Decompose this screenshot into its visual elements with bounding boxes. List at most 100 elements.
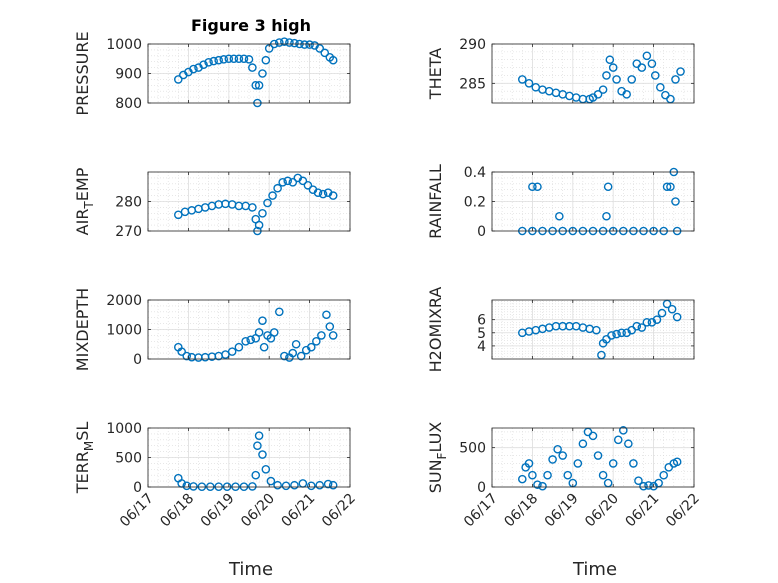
figure-title: Figure 3 high xyxy=(191,16,311,35)
data-point xyxy=(639,481,648,491)
data-point xyxy=(253,441,262,451)
data-point xyxy=(248,482,257,491)
y-tick-label: 0 xyxy=(133,480,142,496)
y-tick-label: 5 xyxy=(477,326,486,342)
data-point xyxy=(622,328,631,338)
y-tick-label: 0 xyxy=(477,480,486,496)
data-point xyxy=(593,451,603,460)
x-tick-label: 06/21 xyxy=(623,491,663,531)
data-point xyxy=(234,54,244,64)
y-axis-label: AIRTEMP xyxy=(73,167,96,235)
x-tick-label: 06/20 xyxy=(238,491,278,531)
data-point xyxy=(248,203,257,212)
data-point xyxy=(637,323,647,332)
data-point xyxy=(598,85,608,94)
data-point xyxy=(312,336,321,346)
y-tick-label: 270 xyxy=(115,224,142,240)
x-tick-label: 06/22 xyxy=(663,491,703,531)
data-point xyxy=(657,308,667,318)
data-point xyxy=(285,38,294,47)
data-point xyxy=(278,178,287,187)
y-axis-label: RAINFALL xyxy=(426,164,445,239)
y-tick-label: 0 xyxy=(477,224,486,240)
data-point xyxy=(619,426,628,435)
data-point xyxy=(189,64,198,74)
data-point xyxy=(607,331,616,340)
data-point xyxy=(254,431,264,440)
x-tick-label: 06/18 xyxy=(501,491,541,531)
data-point xyxy=(189,482,198,491)
y-axis-label: SUNFLUX xyxy=(426,422,449,494)
data-point xyxy=(672,312,682,322)
data-point xyxy=(227,347,237,356)
data-point xyxy=(555,211,564,221)
data-point xyxy=(251,81,261,90)
data-point xyxy=(558,451,568,460)
data-point xyxy=(612,75,621,84)
y-tick-label: 0 xyxy=(133,352,142,368)
y-tick-label: 1000 xyxy=(106,37,142,53)
data-point xyxy=(317,331,326,340)
data-point xyxy=(602,211,611,221)
data-point xyxy=(173,75,183,84)
x-tick-label: 06/17 xyxy=(117,491,157,531)
data-point xyxy=(671,197,680,206)
data-point xyxy=(634,476,643,486)
data-point xyxy=(652,315,662,324)
data-point xyxy=(320,48,330,58)
data-point xyxy=(290,38,299,48)
data-point xyxy=(313,188,323,197)
data-point xyxy=(281,481,291,491)
data-point xyxy=(288,178,298,187)
y-tick-label: 2000 xyxy=(106,293,142,309)
y-axis-label: MIXDEPTH xyxy=(73,288,92,371)
data-point xyxy=(221,350,230,359)
data-point xyxy=(662,182,672,192)
data-point xyxy=(608,63,618,72)
data-point xyxy=(328,55,338,65)
data-point xyxy=(602,71,611,80)
data-point xyxy=(246,335,255,345)
data-point xyxy=(251,470,261,480)
data-point xyxy=(315,480,325,490)
data-point xyxy=(288,348,298,358)
data-point xyxy=(637,63,647,72)
data-point xyxy=(548,455,557,464)
data-point xyxy=(266,476,276,486)
y-tick-label: 280 xyxy=(115,195,142,211)
y-axis-label: THETA xyxy=(426,48,445,100)
data-point xyxy=(573,459,583,468)
y-tick-label: 0.4 xyxy=(464,165,486,181)
data-point xyxy=(644,481,653,490)
data-point xyxy=(543,470,552,480)
subplot-theta: 285 290 THETA xyxy=(426,37,695,104)
y-tick-label: 1000 xyxy=(106,421,142,437)
x-axis-label-right: Time xyxy=(572,559,617,580)
data-point xyxy=(629,459,638,468)
data-point xyxy=(258,208,267,218)
y-tick-label: 290 xyxy=(459,37,486,53)
data-point xyxy=(234,342,244,352)
data-point xyxy=(214,55,223,65)
subplots: 800 900 1000 PRESSURE 285 290 THETA 270 280 AIRTE… xyxy=(73,31,703,530)
axes-box xyxy=(491,43,695,104)
data-point xyxy=(328,191,338,200)
data-point xyxy=(642,51,652,61)
axes-box xyxy=(491,299,695,360)
data-point xyxy=(627,75,637,84)
data-point xyxy=(306,481,316,491)
subplot-pressure: 800 900 1000 PRESSURE xyxy=(73,31,351,116)
data-point xyxy=(280,351,289,361)
data-point xyxy=(524,459,534,468)
data-point xyxy=(269,328,279,337)
data-point xyxy=(254,81,264,90)
data-point xyxy=(563,470,573,480)
data-point xyxy=(647,59,657,68)
x-tick-label: 06/17 xyxy=(461,491,501,531)
data-point xyxy=(199,60,208,69)
y-axis-label: H2OMIXRA xyxy=(426,287,445,373)
subplot-air-temp: 270 280 AIRTEMP xyxy=(73,167,351,240)
data-point xyxy=(622,90,631,99)
data-point xyxy=(274,307,284,317)
data-point xyxy=(283,176,293,186)
